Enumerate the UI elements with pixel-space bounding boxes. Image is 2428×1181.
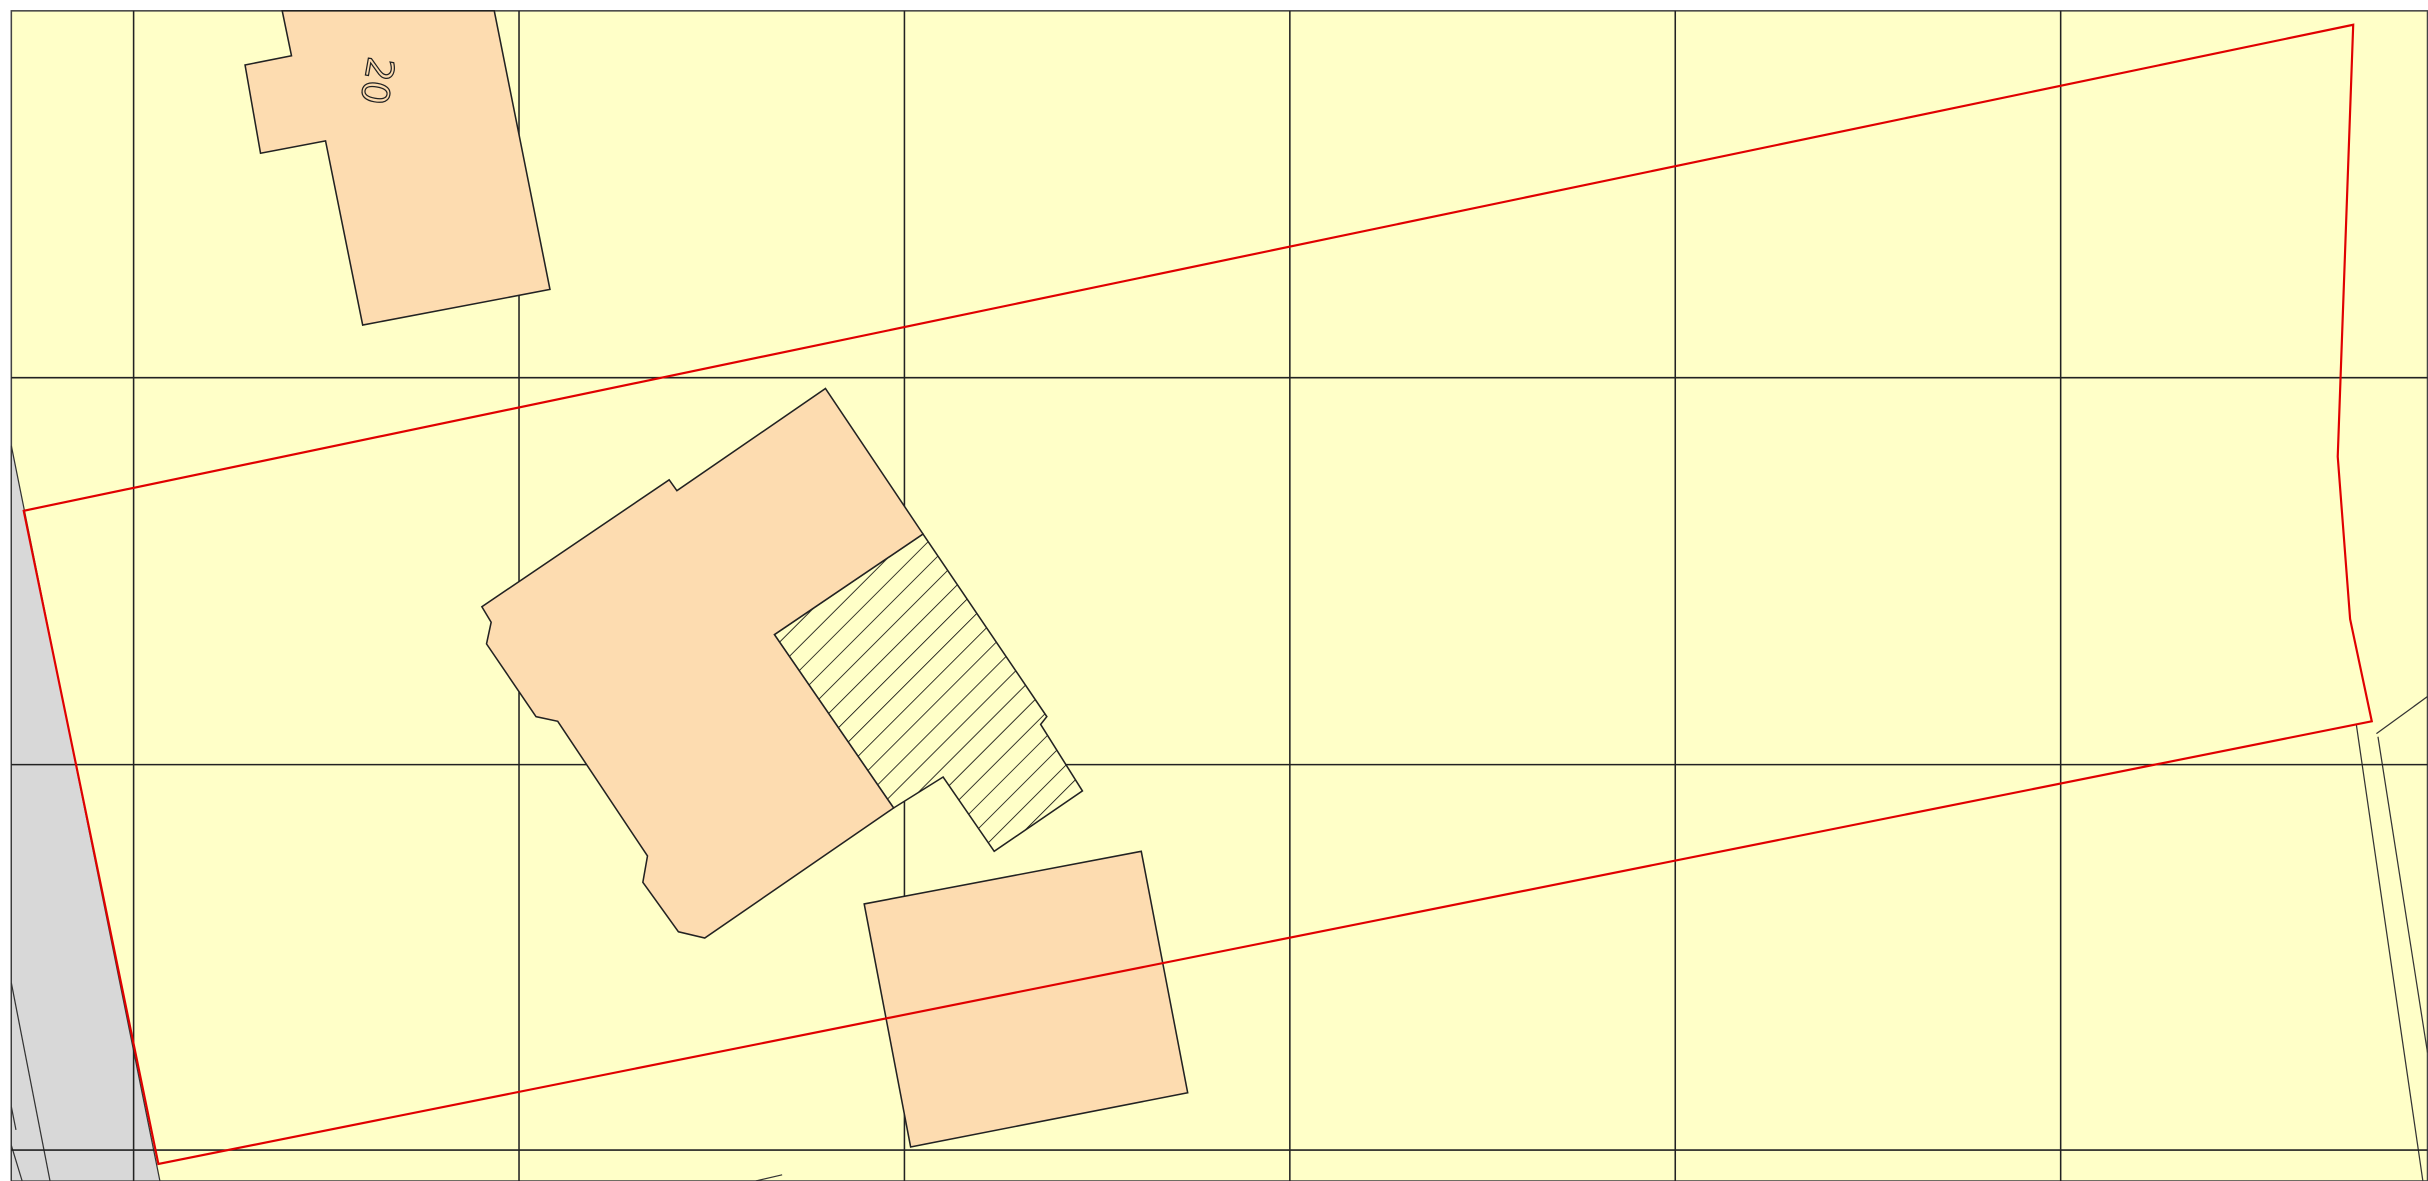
house-number: 20 (352, 54, 403, 108)
building (863, 850, 1189, 1148)
buildings (244, 10, 1189, 1148)
building (480, 387, 925, 939)
road-line (2377, 736, 2428, 1053)
road-line (2355, 724, 2424, 1181)
road-line (10, 1106, 17, 1131)
road-line (10, 1145, 23, 1181)
site-boundary (22, 23, 2374, 1166)
road-lines (10, 696, 2428, 1181)
building (244, 10, 551, 326)
road-line (2376, 696, 2428, 735)
road-line (10, 982, 51, 1181)
road-line (755, 1174, 783, 1181)
